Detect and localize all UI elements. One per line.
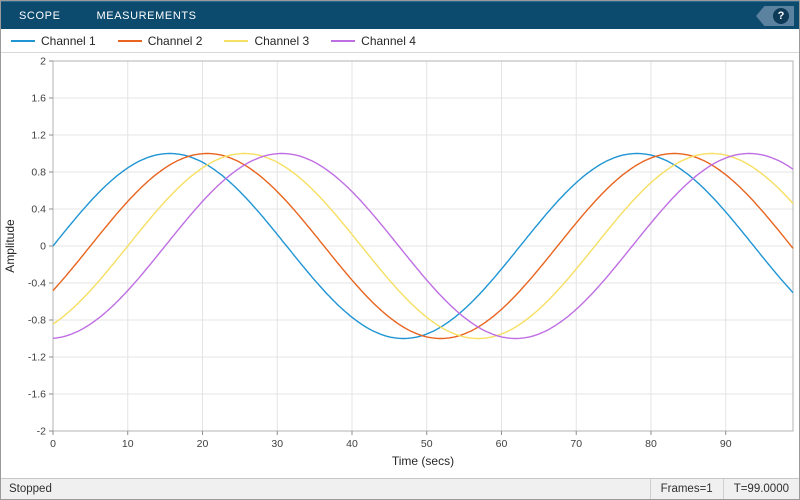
legend-item-channel-4[interactable]: Channel 4 [331,34,416,48]
y-tick-label: -1.6 [28,389,46,401]
legend-line-sample [331,39,356,42]
channel-3-line [52,152,794,340]
channel-4-line [52,152,794,340]
status-time: T=99.0000 [722,479,799,499]
y-tick-label: 0.4 [31,204,46,216]
channel-legend: Channel 1 Channel 2 Channel 3 Channel 4 [1,29,799,53]
status-state: Stopped [9,483,52,495]
y-tick-label: 1.6 [31,93,46,105]
x-tick-label: 90 [720,438,732,450]
tab-scope[interactable]: SCOPE [1,2,79,29]
x-tick-label: 0 [50,438,56,450]
toolstrip: SCOPE MEASUREMENTS ? [1,1,799,29]
x-tick-label: 80 [645,438,657,450]
channel-2-line [52,152,794,340]
legend-line-sample [224,39,249,42]
y-axis-label: Amplitude [3,219,17,273]
status-bar: Stopped Frames=1 T=99.0000 [1,478,799,499]
x-tick-label: 70 [570,438,582,450]
status-frames: Frames=1 [649,479,723,499]
y-tick-label: -0.4 [28,278,46,290]
y-tick-label: -2 [37,426,46,438]
tab-measurements[interactable]: MEASUREMENTS [96,9,197,22]
chart-canvas: 0 10 20 30 40 50 60 70 80 90 -2 -1.6 -1.2 -0.8 -0.4 0 0.… [3,56,794,468]
y-tick-label: 0.8 [31,167,46,179]
legend-line-sample [117,39,142,42]
legend-label: Channel 3 [254,33,310,48]
x-tick-label: 10 [122,438,134,450]
y-tick-label: 0 [40,241,46,253]
x-tick-label: 30 [271,438,283,450]
x-tick-label: 60 [496,438,508,450]
legend-line-sample [11,39,35,42]
y-tick-label: -1.2 [28,352,46,364]
legend-item-channel-1[interactable]: Channel 1 [11,34,96,48]
legend-label: Channel 4 [361,33,416,48]
status-right: Frames=1 T=99.0000 [649,479,799,499]
y-tick-label: 1.2 [31,130,46,142]
help-icon: ? [773,8,789,24]
legend-item-channel-2[interactable]: Channel 2 [117,33,203,48]
help-button[interactable]: ? [756,6,794,26]
x-tick-label: 20 [197,438,209,450]
legend-item-channel-3[interactable]: Channel 3 [224,34,309,48]
x-axis-label: Time (secs) [392,454,454,468]
legend-label: Channel 1 [41,33,96,48]
y-tick-label: 2 [40,56,46,68]
x-tick-label: 40 [346,438,358,450]
legend-label: Channel 2 [147,33,203,48]
waveform-chart: 0 10 20 30 40 50 60 70 80 90 -2 -1.6 -1.2 -0.8 -0.4 0 0.… [1,53,799,479]
x-tick-label: 50 [421,438,433,450]
y-tick-label: -0.8 [28,315,46,327]
